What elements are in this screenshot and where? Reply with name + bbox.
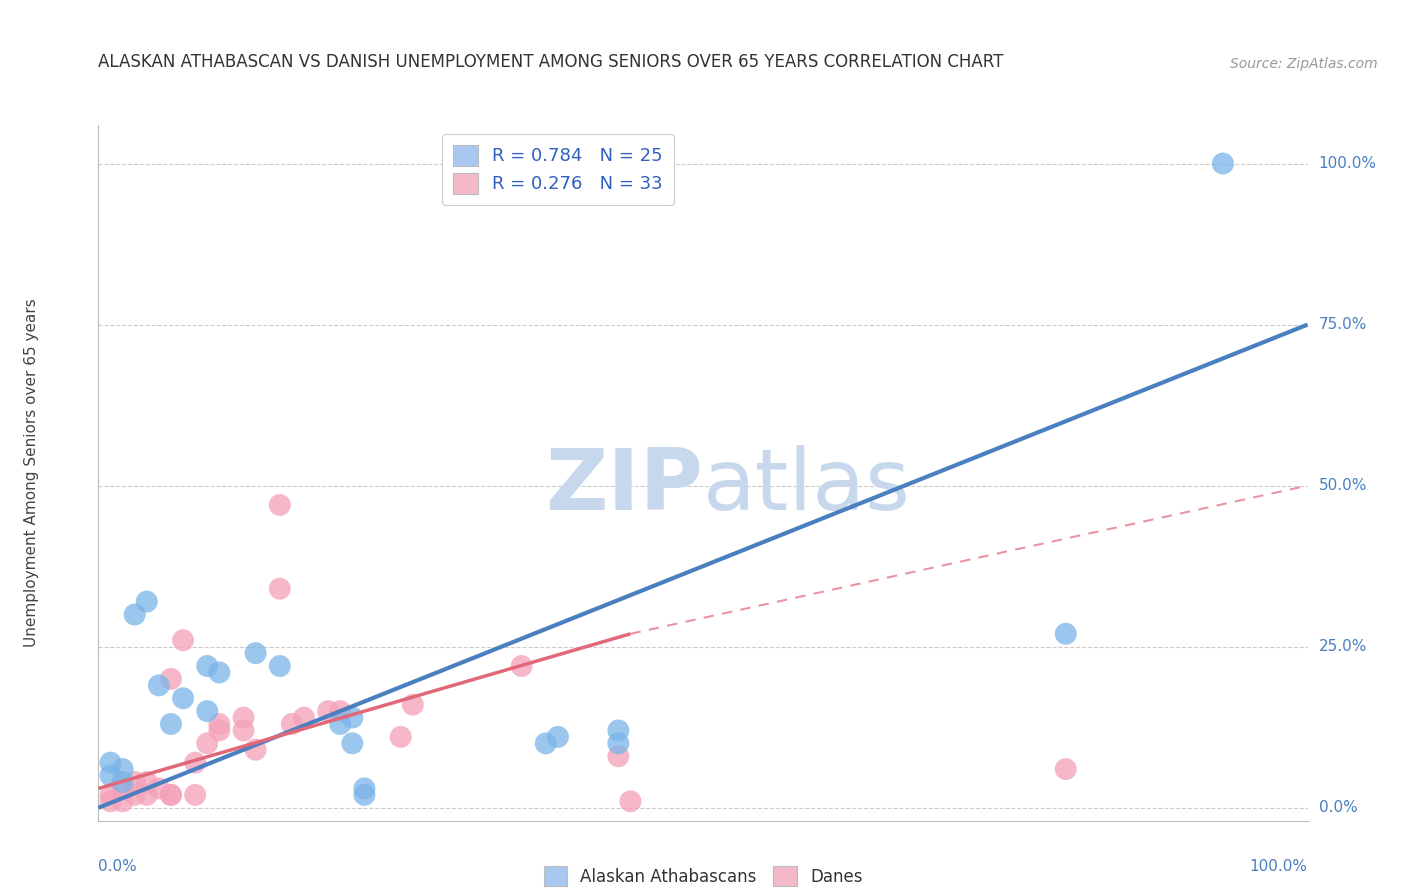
Point <box>195 659 218 673</box>
Point <box>208 665 231 680</box>
Point <box>619 794 641 808</box>
Point <box>607 723 630 738</box>
Text: 100.0%: 100.0% <box>1250 859 1308 874</box>
Point <box>111 762 134 776</box>
Point <box>148 678 170 692</box>
Legend: Alaskan Athabascans, Danes: Alaskan Athabascans, Danes <box>537 860 869 892</box>
Point <box>245 646 267 660</box>
Text: Unemployment Among Seniors over 65 years: Unemployment Among Seniors over 65 years <box>24 299 39 647</box>
Point <box>172 633 194 648</box>
Point <box>402 698 425 712</box>
Point <box>124 788 146 802</box>
Point <box>353 781 375 796</box>
Point <box>342 736 364 750</box>
Point <box>160 717 183 731</box>
Text: 25.0%: 25.0% <box>1319 640 1367 654</box>
Text: 0.0%: 0.0% <box>98 859 138 874</box>
Text: 100.0%: 100.0% <box>1319 156 1376 171</box>
Point <box>195 704 218 718</box>
Point <box>389 730 412 744</box>
Point <box>100 756 122 770</box>
Point <box>208 717 231 731</box>
Text: 0.0%: 0.0% <box>1319 800 1357 815</box>
Point <box>316 704 339 718</box>
Point <box>269 498 291 512</box>
Point <box>1212 156 1234 170</box>
Point <box>269 659 291 673</box>
Point <box>111 781 134 796</box>
Point <box>100 794 122 808</box>
Point <box>281 717 304 731</box>
Point <box>111 775 134 789</box>
Point <box>135 594 157 608</box>
Point <box>329 704 352 718</box>
Point <box>342 710 364 724</box>
Point <box>135 788 157 802</box>
Point <box>245 743 267 757</box>
Text: 50.0%: 50.0% <box>1319 478 1367 493</box>
Text: ZIP: ZIP <box>546 445 703 528</box>
Point <box>329 717 352 731</box>
Text: Source: ZipAtlas.com: Source: ZipAtlas.com <box>1230 57 1378 71</box>
Point <box>111 794 134 808</box>
Point <box>232 723 254 738</box>
Point <box>607 749 630 764</box>
Point <box>534 736 557 750</box>
Point <box>208 723 231 738</box>
Point <box>160 672 183 686</box>
Point <box>172 691 194 706</box>
Point <box>1054 627 1077 641</box>
Point <box>292 710 315 724</box>
Point <box>547 730 569 744</box>
Text: 75.0%: 75.0% <box>1319 317 1367 332</box>
Point <box>124 775 146 789</box>
Text: ALASKAN ATHABASCAN VS DANISH UNEMPLOYMENT AMONG SENIORS OVER 65 YEARS CORRELATIO: ALASKAN ATHABASCAN VS DANISH UNEMPLOYMEN… <box>98 54 1004 71</box>
Point <box>1054 762 1077 776</box>
Point <box>124 607 146 622</box>
Point <box>160 788 183 802</box>
Point <box>184 756 207 770</box>
Point <box>135 775 157 789</box>
Point <box>353 788 375 802</box>
Point <box>607 736 630 750</box>
Point <box>100 768 122 782</box>
Point <box>160 788 183 802</box>
Point <box>100 788 122 802</box>
Point <box>269 582 291 596</box>
Point <box>510 659 533 673</box>
Point <box>148 781 170 796</box>
Text: atlas: atlas <box>703 445 911 528</box>
Point <box>184 788 207 802</box>
Point <box>195 736 218 750</box>
Point <box>232 710 254 724</box>
